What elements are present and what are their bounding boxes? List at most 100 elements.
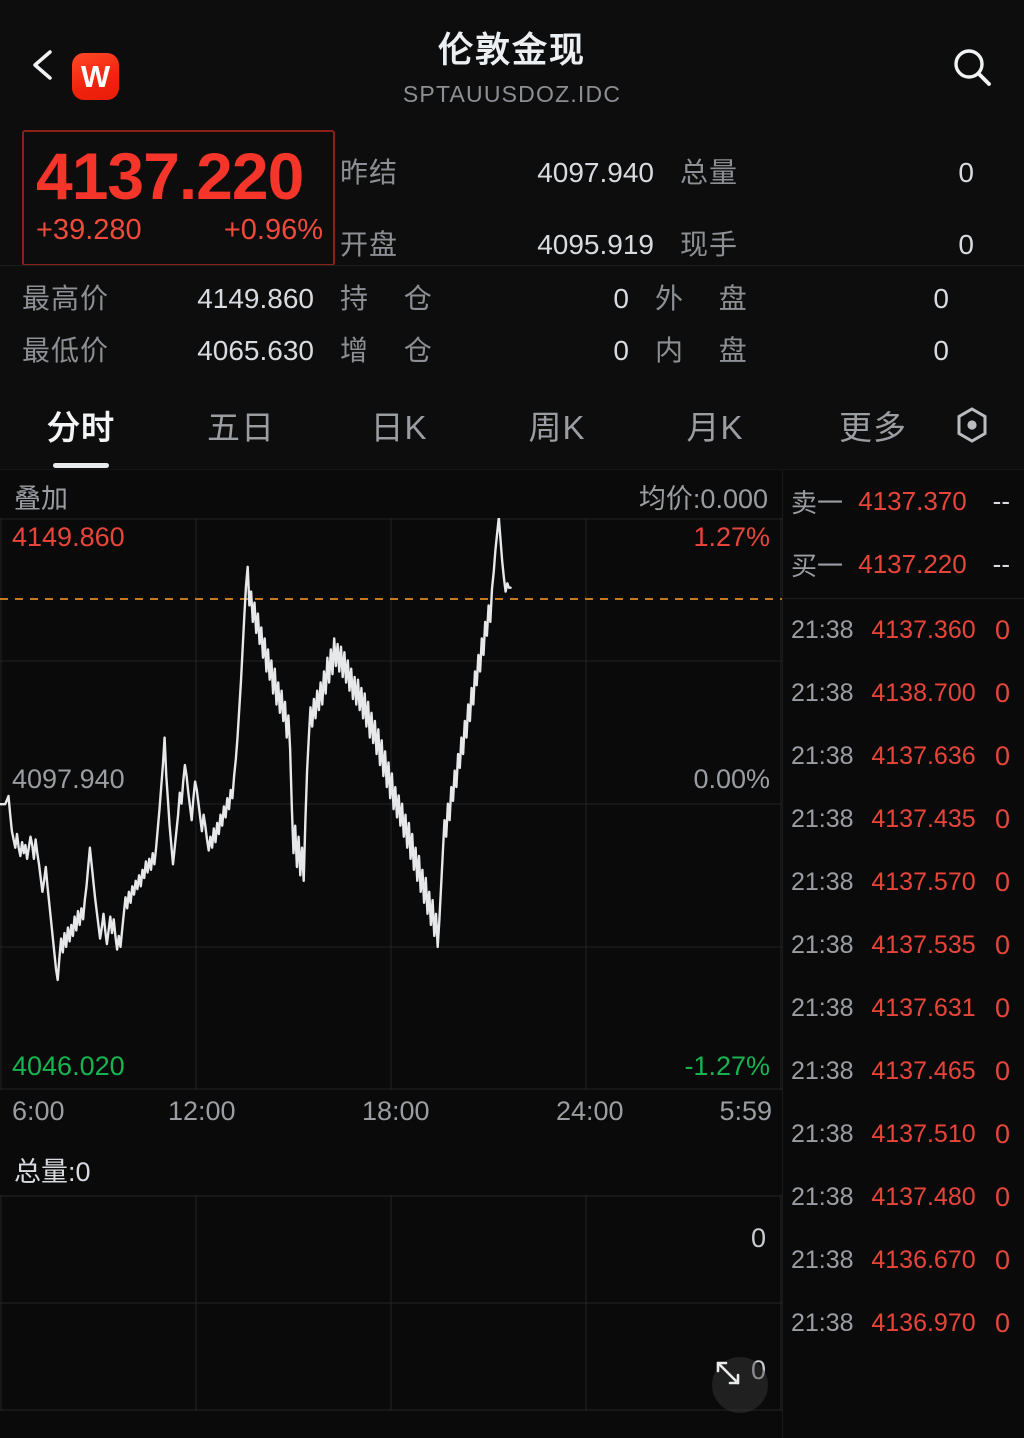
tick-row[interactable]: 21:38 4137.435 0 (783, 788, 1024, 851)
tick-price: 4137.480 (871, 1183, 976, 1211)
chart-gridlines (0, 518, 782, 1090)
tick-row[interactable]: 21:38 4137.360 0 (783, 599, 1024, 662)
tick-row[interactable]: 21:38 4137.480 0 (783, 1166, 1024, 1229)
tick-volume: 0 (994, 1245, 1010, 1275)
tick-volume: 0 (994, 867, 1010, 897)
search-button[interactable] (948, 44, 996, 92)
overlay-label[interactable]: 叠加 (14, 483, 68, 514)
change-row: +39.280 +0.96% (36, 214, 333, 247)
tab-weekly-k[interactable]: 周K (528, 408, 586, 446)
axis-low-percent: -1.27% (684, 1051, 770, 1081)
chart-period-tabs: 分时 五日 日K 周K 月K 更多 (0, 380, 1024, 470)
field-label-high: 最高价 (22, 283, 110, 314)
page-title: 伦敦金现 (437, 31, 586, 70)
tick-row[interactable]: 21:38 4137.465 0 (783, 1040, 1024, 1103)
app-logo[interactable]: W (72, 53, 119, 100)
search-icon (954, 49, 991, 86)
ask-label: 卖一 (791, 488, 844, 518)
tick-price: 4138.700 (871, 679, 976, 707)
tick-price: 4137.435 (871, 805, 976, 833)
expand-diagonal-icon (716, 1361, 740, 1385)
change-absolute: +39.280 (36, 214, 142, 246)
tick-row[interactable]: 21:38 4137.636 0 (783, 725, 1024, 788)
tab-daily-k[interactable]: 日K (370, 408, 428, 446)
tab-more[interactable]: 更多 (839, 408, 907, 446)
bid-price: 4137.220 (858, 549, 967, 579)
volume-axis-bottom: 0 (750, 1355, 766, 1385)
intraday-price-chart[interactable]: 4149.860 1.27% 4097.940 0.00% 4046.020 -… (0, 518, 782, 1090)
tick-time: 21:38 (791, 616, 854, 644)
tick-time: 21:38 (791, 1183, 854, 1211)
xtick-1: 12:00 (168, 1096, 236, 1126)
chart-settings-button[interactable] (952, 405, 992, 445)
tick-volume: 0 (994, 1182, 1010, 1212)
field-value-high: 4149.860 (197, 283, 314, 314)
tick-row[interactable]: 21:38 4137.570 0 (783, 851, 1024, 914)
tick-volume: 0 (994, 615, 1010, 645)
bid-qty: -- (992, 549, 1010, 579)
tick-price: 4137.465 (871, 1057, 976, 1085)
tick-price: 4136.970 (871, 1309, 976, 1337)
field-label-low: 最低价 (22, 335, 110, 366)
axis-high-price: 4149.860 (12, 522, 125, 552)
chevron-left-icon (33, 50, 52, 80)
tick-row[interactable]: 21:38 4136.970 0 (783, 1292, 1024, 1355)
quote-divider (0, 265, 1024, 266)
change-percent: +0.96% (223, 214, 323, 246)
field-value-inner-market: 0 (933, 335, 949, 366)
field-label-position-change: 增 仓 (340, 335, 446, 366)
field-label-total-volume: 总量 (680, 157, 739, 188)
volume-total-label: 总量:0 (14, 1157, 91, 1187)
tab-five-day[interactable]: 五日 (207, 408, 275, 446)
field-value-total-volume: 0 (958, 157, 974, 188)
axis-mid-price: 4097.940 (12, 764, 125, 794)
tick-row[interactable]: 21:38 4137.510 0 (783, 1103, 1024, 1166)
average-price-label: 均价:0.000 (638, 483, 768, 514)
tick-time: 21:38 (791, 1120, 854, 1148)
xtick-0: 6:00 (12, 1096, 65, 1126)
tick-price: 4137.631 (871, 994, 976, 1022)
field-label-outer-market: 外 盘 (655, 283, 761, 314)
tick-row[interactable]: 21:38 4136.670 0 (783, 1229, 1024, 1292)
tick-time: 21:38 (791, 994, 854, 1022)
tick-volume: 0 (994, 1056, 1010, 1086)
field-value-position-change: 0 (613, 335, 629, 366)
back-button[interactable] (28, 48, 58, 82)
tick-volume: 0 (994, 804, 1010, 834)
field-label-inner-market: 内 盘 (655, 335, 761, 366)
tick-row[interactable]: 21:38 4137.535 0 (783, 914, 1024, 977)
last-price: 4137.220 (36, 139, 304, 213)
chart-toolbar: 叠加 均价:0.000 (0, 470, 782, 518)
order-book-bid-row[interactable]: 买一 4137.220 -- (783, 533, 1024, 596)
ask-price: 4137.370 (858, 486, 967, 516)
xtick-3: 24:00 (556, 1096, 624, 1126)
field-value-current-lot: 0 (958, 229, 974, 260)
volume-axis-top: 0 (750, 1223, 766, 1253)
tick-price: 4136.670 (871, 1246, 976, 1274)
tick-volume: 0 (994, 678, 1010, 708)
tab-monthly-k[interactable]: 月K (686, 408, 744, 446)
field-value-outer-market: 0 (933, 283, 949, 314)
field-label-current-lot: 现手 (680, 229, 739, 260)
tick-row[interactable]: 21:38 4138.700 0 (783, 662, 1024, 725)
expand-chart-button[interactable] (712, 1357, 768, 1413)
field-value-low: 4065.630 (197, 335, 314, 366)
tick-price: 4137.636 (871, 742, 976, 770)
chart-column: 叠加 均价:0.000 (0, 470, 782, 1438)
volume-chart[interactable]: 0 0 (0, 1195, 782, 1433)
symbol-code: SPTAUUSDOZ.IDC (402, 81, 622, 107)
tick-time: 21:38 (791, 1246, 854, 1274)
field-value-open-interest: 0 (613, 283, 629, 314)
quote-panel: 4137.220 +39.280 +0.96% 昨结 4097.940 总量 0… (0, 125, 1024, 380)
tick-row[interactable]: 21:38 4137.631 0 (783, 977, 1024, 1040)
field-label-open-interest: 持 仓 (340, 283, 446, 314)
volume-chart-svg (0, 1195, 782, 1411)
axis-mid-percent: 0.00% (693, 764, 770, 794)
field-value-prev-close: 4097.940 (537, 157, 654, 188)
quote-fields-top: 昨结 4097.940 总量 0 开盘 4095.919 现手 0 (340, 137, 1024, 281)
tab-intraday[interactable]: 分时 (0, 401, 162, 468)
order-book-ask-row[interactable]: 卖一 4137.370 -- (783, 470, 1024, 533)
field-value-open: 4095.919 (537, 229, 654, 260)
tick-time: 21:38 (791, 1309, 854, 1337)
